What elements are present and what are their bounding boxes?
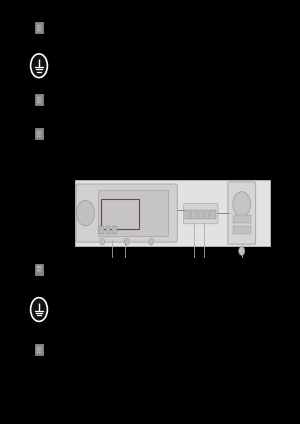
FancyBboxPatch shape — [233, 226, 250, 234]
FancyBboxPatch shape — [210, 210, 216, 219]
FancyBboxPatch shape — [35, 22, 43, 33]
FancyBboxPatch shape — [37, 25, 41, 31]
FancyBboxPatch shape — [233, 215, 250, 223]
FancyBboxPatch shape — [37, 97, 41, 103]
FancyBboxPatch shape — [35, 344, 43, 355]
FancyBboxPatch shape — [191, 210, 197, 219]
FancyBboxPatch shape — [37, 347, 41, 353]
FancyBboxPatch shape — [35, 264, 43, 275]
FancyBboxPatch shape — [35, 94, 43, 105]
FancyBboxPatch shape — [198, 210, 203, 219]
FancyBboxPatch shape — [112, 226, 117, 234]
Circle shape — [100, 238, 105, 245]
FancyBboxPatch shape — [106, 226, 110, 234]
FancyBboxPatch shape — [184, 204, 218, 224]
FancyBboxPatch shape — [204, 210, 209, 219]
FancyBboxPatch shape — [35, 128, 43, 139]
FancyBboxPatch shape — [75, 180, 270, 246]
Circle shape — [76, 201, 94, 226]
Circle shape — [239, 247, 245, 255]
Circle shape — [124, 238, 129, 245]
FancyBboxPatch shape — [37, 131, 41, 137]
Circle shape — [233, 192, 250, 217]
FancyBboxPatch shape — [228, 182, 256, 244]
Circle shape — [149, 238, 154, 245]
FancyBboxPatch shape — [98, 190, 168, 236]
FancyBboxPatch shape — [37, 266, 41, 272]
Circle shape — [31, 54, 47, 78]
FancyBboxPatch shape — [76, 184, 177, 242]
FancyBboxPatch shape — [185, 210, 190, 219]
FancyBboxPatch shape — [99, 226, 104, 234]
Circle shape — [31, 298, 47, 321]
